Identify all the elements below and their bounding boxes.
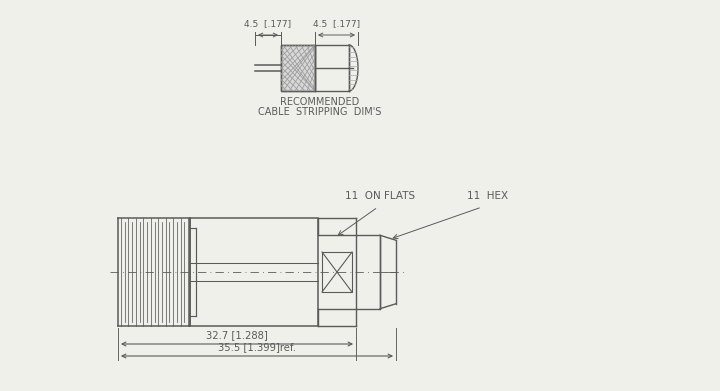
- Text: CABLE  STRIPPING  DIM'S: CABLE STRIPPING DIM'S: [258, 107, 381, 117]
- Bar: [190, 218, 318, 326]
- Bar: [281, 45, 315, 91]
- Bar: [356, 235, 380, 309]
- Text: 11  HEX: 11 HEX: [467, 191, 508, 201]
- Bar: [322, 252, 352, 292]
- Text: 4.5  [.177]: 4.5 [.177]: [244, 19, 292, 28]
- Text: 4.5  [.177]: 4.5 [.177]: [313, 19, 360, 28]
- Text: 32.7 [1.288]: 32.7 [1.288]: [206, 330, 268, 340]
- Text: 35.5 [1.399]ref.: 35.5 [1.399]ref.: [218, 342, 296, 352]
- Text: RECOMMENDED: RECOMMENDED: [280, 97, 359, 107]
- Text: 11  ON FLATS: 11 ON FLATS: [345, 191, 415, 201]
- Bar: [281, 45, 315, 91]
